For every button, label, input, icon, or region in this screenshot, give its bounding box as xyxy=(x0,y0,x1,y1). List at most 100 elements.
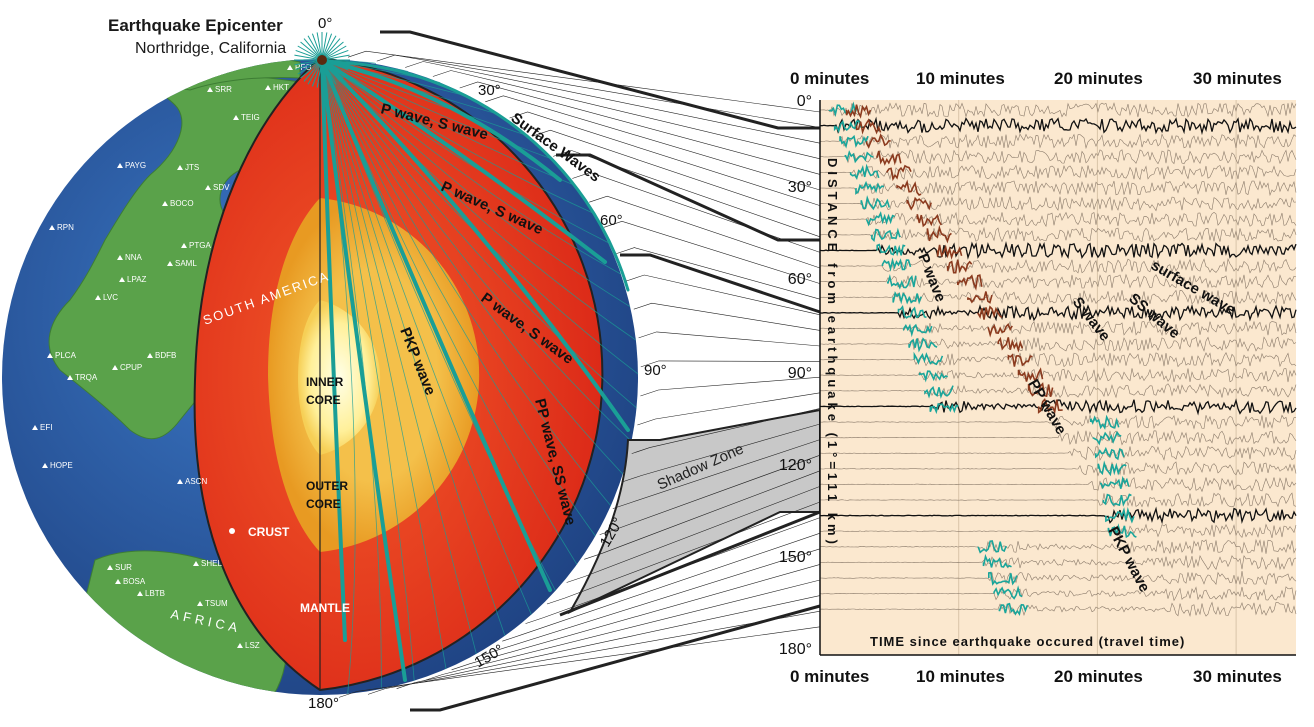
station-label: LVC xyxy=(103,293,118,302)
seismogram-trace xyxy=(819,320,1297,337)
station-marker-icon xyxy=(233,115,239,120)
station-marker-icon xyxy=(107,565,113,570)
seismogram-trace xyxy=(819,241,1297,260)
top-tick-20: 20 minutes xyxy=(1054,69,1143,88)
station-marker-icon xyxy=(197,601,203,606)
p-phase-segment xyxy=(849,163,880,181)
dist-tick-0: 0° xyxy=(797,93,812,110)
top-axis: 0 minutes 10 minutes 20 minutes 30 minut… xyxy=(790,69,1282,88)
station-marker-icon xyxy=(95,295,101,300)
p-phase-segment xyxy=(860,195,891,211)
thin-connector xyxy=(616,247,821,300)
thin-connector xyxy=(631,408,821,454)
deg-30: 30° xyxy=(478,82,501,99)
seismogram-trace xyxy=(820,336,1297,352)
station-label: PAYG xyxy=(125,161,146,170)
label-outer-core: OUTER CORE xyxy=(306,479,348,511)
top-tick-10: 10 minutes xyxy=(916,69,1005,88)
seismogram-trace xyxy=(819,461,1297,477)
seismogram-trace xyxy=(819,367,1297,383)
station-label: EFI xyxy=(40,423,52,432)
ray-pkp xyxy=(320,58,407,682)
s-phase-segment xyxy=(886,164,912,182)
seismogram-trace xyxy=(819,133,1297,150)
thin-ray xyxy=(321,59,612,507)
thin-ray xyxy=(321,59,622,275)
s-phase-segment xyxy=(987,322,1013,338)
thin-ray xyxy=(321,59,506,636)
p-phase-segment xyxy=(876,243,906,257)
thin-connector xyxy=(485,95,821,191)
thin-connector xyxy=(338,626,821,698)
dist-tick-30: 30° xyxy=(788,179,812,196)
station-label: TRQA xyxy=(75,373,98,382)
p-phase-segment xyxy=(993,585,1023,600)
s-phase-segment xyxy=(967,291,993,304)
dist-tick-120: 120° xyxy=(779,457,812,474)
s-phase-segment xyxy=(977,305,1003,320)
seismogram-trace xyxy=(819,101,1297,118)
seismogram-trace xyxy=(819,116,1297,136)
thin-connector xyxy=(584,470,821,560)
s-phase-segment xyxy=(1007,353,1033,367)
thin-connector xyxy=(546,501,821,605)
thin-ray xyxy=(321,59,447,670)
thin-connector xyxy=(637,392,821,426)
thin-connector xyxy=(477,548,821,657)
bottom-tick-0: 0 minutes xyxy=(790,667,869,686)
seismogram-trace xyxy=(819,414,1297,430)
s-phase-segment xyxy=(845,104,872,119)
s-phase-segment xyxy=(936,244,963,260)
thin-connector xyxy=(502,532,821,642)
thin-connector xyxy=(599,454,821,535)
p-phase-segment xyxy=(839,134,869,149)
distance-ticks: 0° 30° 60° 90° 120° 150° 180° xyxy=(779,93,812,658)
dist-tick-180: 180° xyxy=(779,641,812,658)
station-marker-icon xyxy=(112,365,118,370)
epicenter-title: Earthquake Epicenter xyxy=(108,16,283,35)
seismogram-trace xyxy=(819,492,1297,508)
station-marker-icon xyxy=(287,65,293,70)
s-phase-segment xyxy=(855,118,882,135)
seismogram-trace xyxy=(819,571,1297,586)
epicenter-subtitle: Northridge, California xyxy=(135,40,287,57)
p-phase-segment xyxy=(918,370,948,383)
station-marker-icon xyxy=(67,375,73,380)
seismogram-trace xyxy=(820,554,1297,571)
station-label: BOSA xyxy=(123,577,146,586)
station-label: SUR xyxy=(115,563,132,572)
seismogram-trace xyxy=(819,477,1297,493)
station-layer: PFO SRR HKT TEIG PAYG JTS SDV BOCO RPN PTGA SAML NN… xyxy=(32,63,311,650)
thin-ray xyxy=(321,59,415,681)
thin-ray xyxy=(321,59,532,615)
p-phase-segment xyxy=(844,150,874,164)
station-label: JTS xyxy=(185,163,199,172)
ray-surface xyxy=(320,60,630,292)
seismogram-trace xyxy=(819,506,1297,525)
label-crust: CRUST xyxy=(248,525,290,539)
seismogram-trace xyxy=(819,289,1297,306)
station-label: PFO xyxy=(295,63,311,72)
station-marker-icon xyxy=(42,463,48,468)
s-phase-segment xyxy=(876,150,902,166)
crust-marker xyxy=(229,528,235,534)
seismogram-trace xyxy=(819,523,1297,539)
p-phase-segment xyxy=(913,351,944,366)
seismogram-trace xyxy=(819,429,1297,446)
seismogram-trace xyxy=(819,601,1297,618)
thin-connector xyxy=(424,579,821,681)
dist-tick-60: 60° xyxy=(788,271,812,288)
thin-connector xyxy=(566,486,821,583)
connector-lines xyxy=(380,30,821,712)
station-marker-icon xyxy=(181,243,187,248)
thin-ray-fan xyxy=(321,59,639,694)
earth-cutaway xyxy=(193,56,604,692)
station-label: LBTB xyxy=(145,589,165,598)
thin-ray xyxy=(321,59,527,136)
x-axis-title: TIME since earthquake occured (travel ti… xyxy=(870,634,1185,649)
s-phase-segment xyxy=(946,259,973,274)
station-label: LPAZ xyxy=(127,275,147,284)
p-phase-segment xyxy=(1105,506,1135,524)
station-label: BOCO xyxy=(170,199,194,208)
